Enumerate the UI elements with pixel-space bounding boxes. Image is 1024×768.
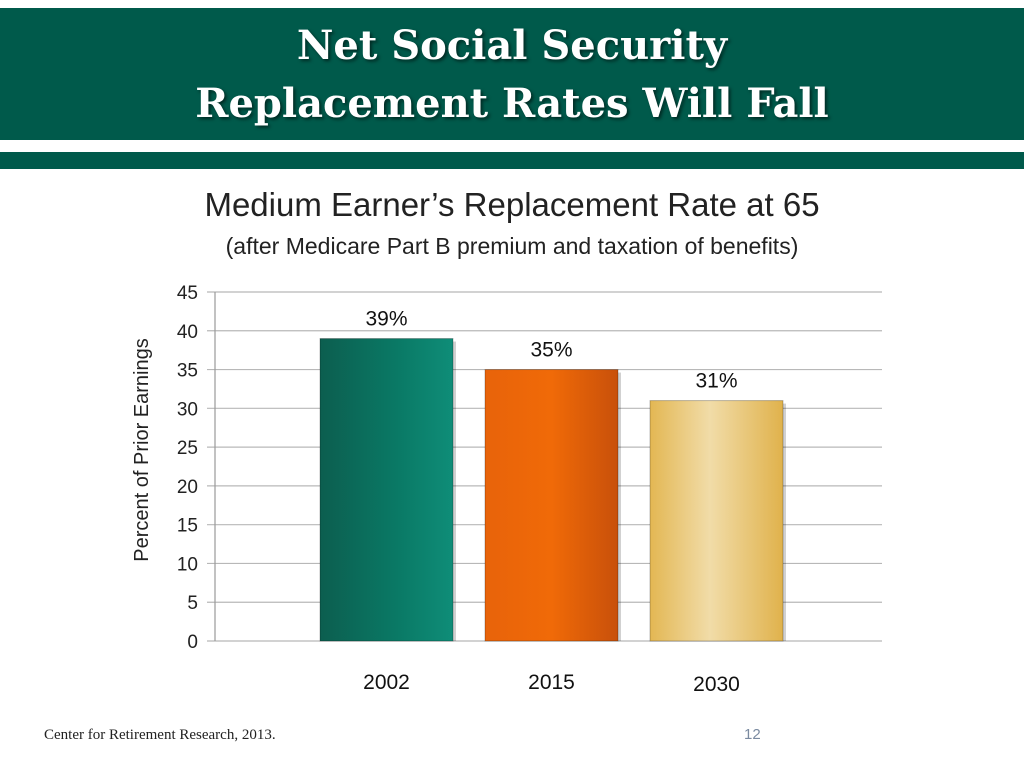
bar-2002 [319, 338, 454, 642]
bar-2030 [649, 400, 784, 642]
x-tick-label-2030: 2030 [693, 673, 740, 696]
data-label-2030: 31% [695, 370, 737, 393]
y-tick-label: 45 [177, 283, 198, 304]
bar-2015 [484, 369, 619, 642]
y-tick-label: 15 [177, 516, 198, 537]
y-tick-label: 40 [177, 322, 198, 343]
x-tick-label-2015: 2015 [528, 671, 575, 694]
page-number: 12 [744, 726, 761, 743]
x-tick-label-2002: 2002 [363, 671, 410, 694]
y-tick-label: 25 [177, 438, 198, 459]
slide-title-line-2: Replacement Rates Will Fall [195, 80, 829, 127]
y-tick-label: 5 [187, 593, 198, 614]
chart-title: Medium Earner’s Replacement Rate at 65 [204, 186, 820, 223]
y-tick-label: 0 [187, 632, 198, 653]
chart-subtitle: (after Medicare Part B premium and taxat… [225, 233, 799, 259]
title-bar: Net Social Security Replacement Rates Wi… [0, 8, 1024, 140]
y-tick-label: 20 [177, 477, 198, 498]
data-label-2002: 39% [365, 308, 407, 331]
data-label-2015: 35% [530, 339, 572, 362]
slide-title-line-1: Net Social Security [296, 22, 728, 69]
header-stripe [0, 152, 1024, 169]
top-strip [0, 0, 1024, 8]
y-tick-label: 10 [177, 554, 198, 575]
y-tick-label: 30 [177, 399, 198, 420]
y-axis-label: Percent of Prior Earnings [131, 338, 153, 561]
footer-source: Center for Retirement Research, 2013. [44, 727, 276, 743]
y-tick-label: 35 [177, 361, 198, 382]
